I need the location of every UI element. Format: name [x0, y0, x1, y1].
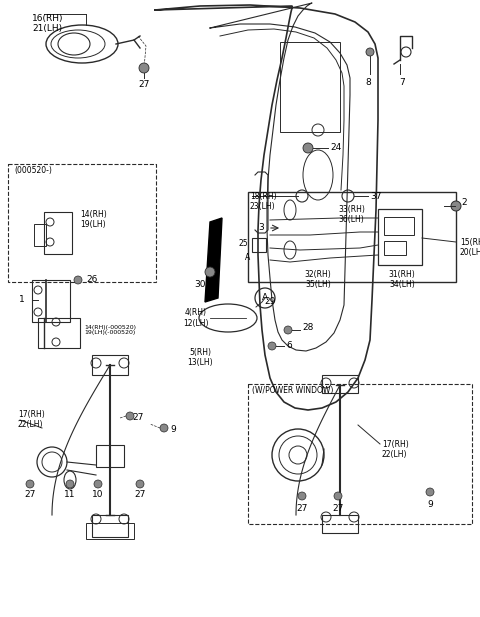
Circle shape: [74, 276, 82, 284]
Text: 7: 7: [399, 78, 405, 87]
Circle shape: [66, 480, 74, 488]
Bar: [248, 384, 472, 524]
Text: 27: 27: [24, 490, 36, 499]
Text: 27: 27: [132, 413, 144, 423]
Bar: [322, 515, 358, 533]
Text: 18(RH)
23(LH): 18(RH) 23(LH): [250, 192, 276, 212]
Circle shape: [366, 48, 374, 56]
Text: 30: 30: [194, 280, 206, 289]
Circle shape: [126, 412, 134, 420]
Text: 37: 37: [370, 192, 382, 201]
Text: A: A: [262, 294, 268, 302]
Bar: [322, 375, 358, 393]
Text: 31(RH)
34(LH): 31(RH) 34(LH): [389, 270, 415, 289]
Text: 27: 27: [138, 80, 150, 89]
Text: 27: 27: [134, 490, 146, 499]
Circle shape: [303, 143, 313, 153]
Text: 17(RH)
22(LH): 17(RH) 22(LH): [382, 440, 409, 460]
Bar: [86, 523, 134, 539]
Bar: [34, 224, 46, 246]
Text: 11: 11: [64, 490, 76, 499]
Text: 8: 8: [365, 78, 371, 87]
Text: 26: 26: [86, 276, 97, 284]
Circle shape: [94, 480, 102, 488]
Text: 3: 3: [258, 223, 264, 233]
Polygon shape: [205, 218, 222, 302]
Bar: [378, 209, 422, 265]
Circle shape: [451, 201, 461, 211]
Bar: [280, 42, 340, 132]
Text: 14(RH)(-000520)
19(LH)(-000520): 14(RH)(-000520) 19(LH)(-000520): [84, 325, 136, 336]
Text: 28: 28: [302, 323, 313, 333]
Text: 9: 9: [427, 500, 433, 509]
Text: 15(RH)
20(LH): 15(RH) 20(LH): [460, 238, 480, 257]
Bar: [384, 217, 414, 235]
Text: 17(RH)
22(LH): 17(RH) 22(LH): [18, 410, 45, 429]
Text: 10: 10: [92, 490, 104, 499]
Text: 6: 6: [286, 341, 292, 350]
Circle shape: [268, 342, 276, 350]
Text: 27: 27: [296, 504, 308, 513]
Text: 4(RH)
12(LH): 4(RH) 12(LH): [183, 308, 209, 328]
Bar: [92, 515, 128, 537]
Text: 24: 24: [330, 144, 341, 152]
Text: 5(RH)
13(LH): 5(RH) 13(LH): [187, 348, 213, 367]
Bar: [248, 192, 456, 282]
Circle shape: [334, 492, 342, 500]
Bar: [384, 241, 406, 255]
Circle shape: [160, 424, 168, 432]
Text: (W/POWER WINDOW): (W/POWER WINDOW): [252, 386, 334, 395]
Text: 25: 25: [239, 239, 248, 249]
Bar: [252, 238, 266, 252]
Text: 33(RH)
36(LH): 33(RH) 36(LH): [338, 205, 365, 225]
Text: (000520-): (000520-): [14, 166, 52, 175]
Circle shape: [284, 326, 292, 334]
Text: 29: 29: [264, 297, 276, 307]
Bar: [96, 445, 124, 467]
Bar: [44, 212, 72, 254]
Text: 32(RH)
35(LH): 32(RH) 35(LH): [305, 270, 331, 289]
Text: 14(RH)
19(LH): 14(RH) 19(LH): [80, 210, 107, 230]
Circle shape: [136, 480, 144, 488]
Text: 9: 9: [170, 426, 176, 434]
Circle shape: [205, 267, 215, 277]
Bar: [92, 355, 128, 375]
Bar: [8, 164, 156, 282]
Circle shape: [426, 488, 434, 496]
Text: A: A: [245, 254, 251, 262]
Circle shape: [139, 63, 149, 73]
Text: 16(RH)
21(LH): 16(RH) 21(LH): [32, 14, 63, 33]
Circle shape: [298, 492, 306, 500]
Text: 1: 1: [19, 296, 25, 305]
Circle shape: [26, 480, 34, 488]
Bar: [38, 318, 80, 348]
Bar: [32, 280, 70, 322]
Text: 2: 2: [461, 198, 467, 207]
Text: 27: 27: [332, 504, 344, 513]
